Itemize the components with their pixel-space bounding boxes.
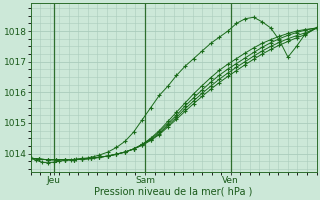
X-axis label: Pression niveau de la mer( hPa ): Pression niveau de la mer( hPa ) <box>94 187 253 197</box>
